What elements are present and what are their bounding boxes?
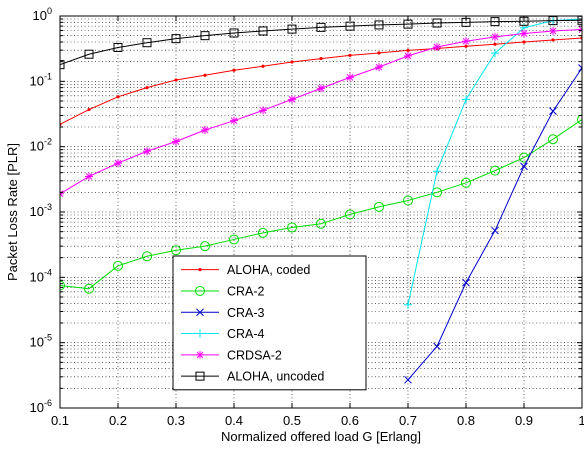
data-point-crdsa-2 [259, 106, 267, 114]
y-tick-label: 10-2 [30, 137, 52, 154]
x-tick-label: 0.2 [109, 413, 127, 428]
legend-label: ALOHA, coded [227, 263, 310, 277]
y-tick-label: 10-4 [30, 267, 52, 284]
data-point-aloha-coded [116, 95, 119, 98]
data-point-crdsa-2 [520, 29, 528, 37]
x-tick-label: 0.3 [167, 413, 185, 428]
data-point-crdsa-2 [491, 33, 499, 41]
data-point-crdsa-2 [201, 126, 209, 134]
data-point-crdsa-2 [85, 172, 93, 180]
x-tick-label: 0.9 [515, 413, 533, 428]
data-point-aloha-coded [551, 38, 554, 41]
legend-label: CRA-2 [227, 284, 265, 298]
y-tick-label: 10-5 [30, 333, 52, 350]
data-point-aloha-coded [87, 108, 90, 111]
x-axis-label: Normalized offered load G [Erlang] [221, 429, 421, 444]
y-axis-label: Packet Loss Rate [PLR] [5, 143, 20, 281]
x-tick-label: 0.5 [283, 413, 301, 428]
data-point-crdsa-2 [375, 63, 383, 71]
data-point-aloha-coded [348, 54, 351, 57]
data-point-aloha-coded [377, 51, 380, 54]
y-tick-label: 100 [33, 6, 52, 23]
data-point-aloha-coded [493, 43, 496, 46]
data-point-aloha-coded [174, 78, 177, 81]
y-tick-label: 10-1 [30, 71, 52, 88]
data-point-crdsa-2 [230, 117, 238, 125]
x-tick-label: 0.7 [399, 413, 417, 428]
data-point-crdsa-2 [549, 27, 557, 35]
data-point-aloha-coded [522, 40, 525, 43]
data-point-aloha-coded [261, 65, 264, 68]
data-point-crdsa-2 [143, 147, 151, 155]
x-tick-label: 0.4 [225, 413, 243, 428]
legend-label: CRA-3 [227, 306, 265, 320]
legend-label: CRA-4 [227, 327, 265, 341]
data-point-crdsa-2 [317, 84, 325, 92]
legend-marker [198, 268, 201, 271]
legend-label: CRDSA-2 [227, 348, 282, 362]
data-point-aloha-coded [406, 49, 409, 52]
y-tick-label: 10-3 [30, 202, 52, 219]
data-point-crdsa-2 [114, 159, 122, 167]
x-tick-label: 0.6 [341, 413, 359, 428]
data-point-aloha-coded [203, 74, 206, 77]
data-point-crdsa-2 [288, 95, 296, 103]
legend-label: ALOHA, uncoded [227, 370, 324, 384]
data-point-crdsa-2 [433, 43, 441, 51]
data-point-crdsa-2 [172, 137, 180, 145]
x-tick-label: 0.8 [457, 413, 475, 428]
data-point-crdsa-2 [404, 52, 412, 60]
x-tick-label: 0.1 [51, 413, 69, 428]
data-point-aloha-coded [290, 60, 293, 63]
legend-marker [196, 351, 204, 359]
legend: ALOHA, coded CRA-2 CRA-3 CRA-4 CRDSA-2 ALOHA,… [173, 256, 366, 390]
data-point-aloha-coded [145, 86, 148, 89]
data-point-aloha-coded [232, 69, 235, 72]
y-tick-label: 10-6 [30, 398, 52, 415]
x-tick-label: 1 [578, 413, 584, 428]
data-point-crdsa-2 [346, 73, 354, 81]
data-point-crdsa-2 [462, 37, 470, 45]
data-point-aloha-coded [319, 57, 322, 60]
